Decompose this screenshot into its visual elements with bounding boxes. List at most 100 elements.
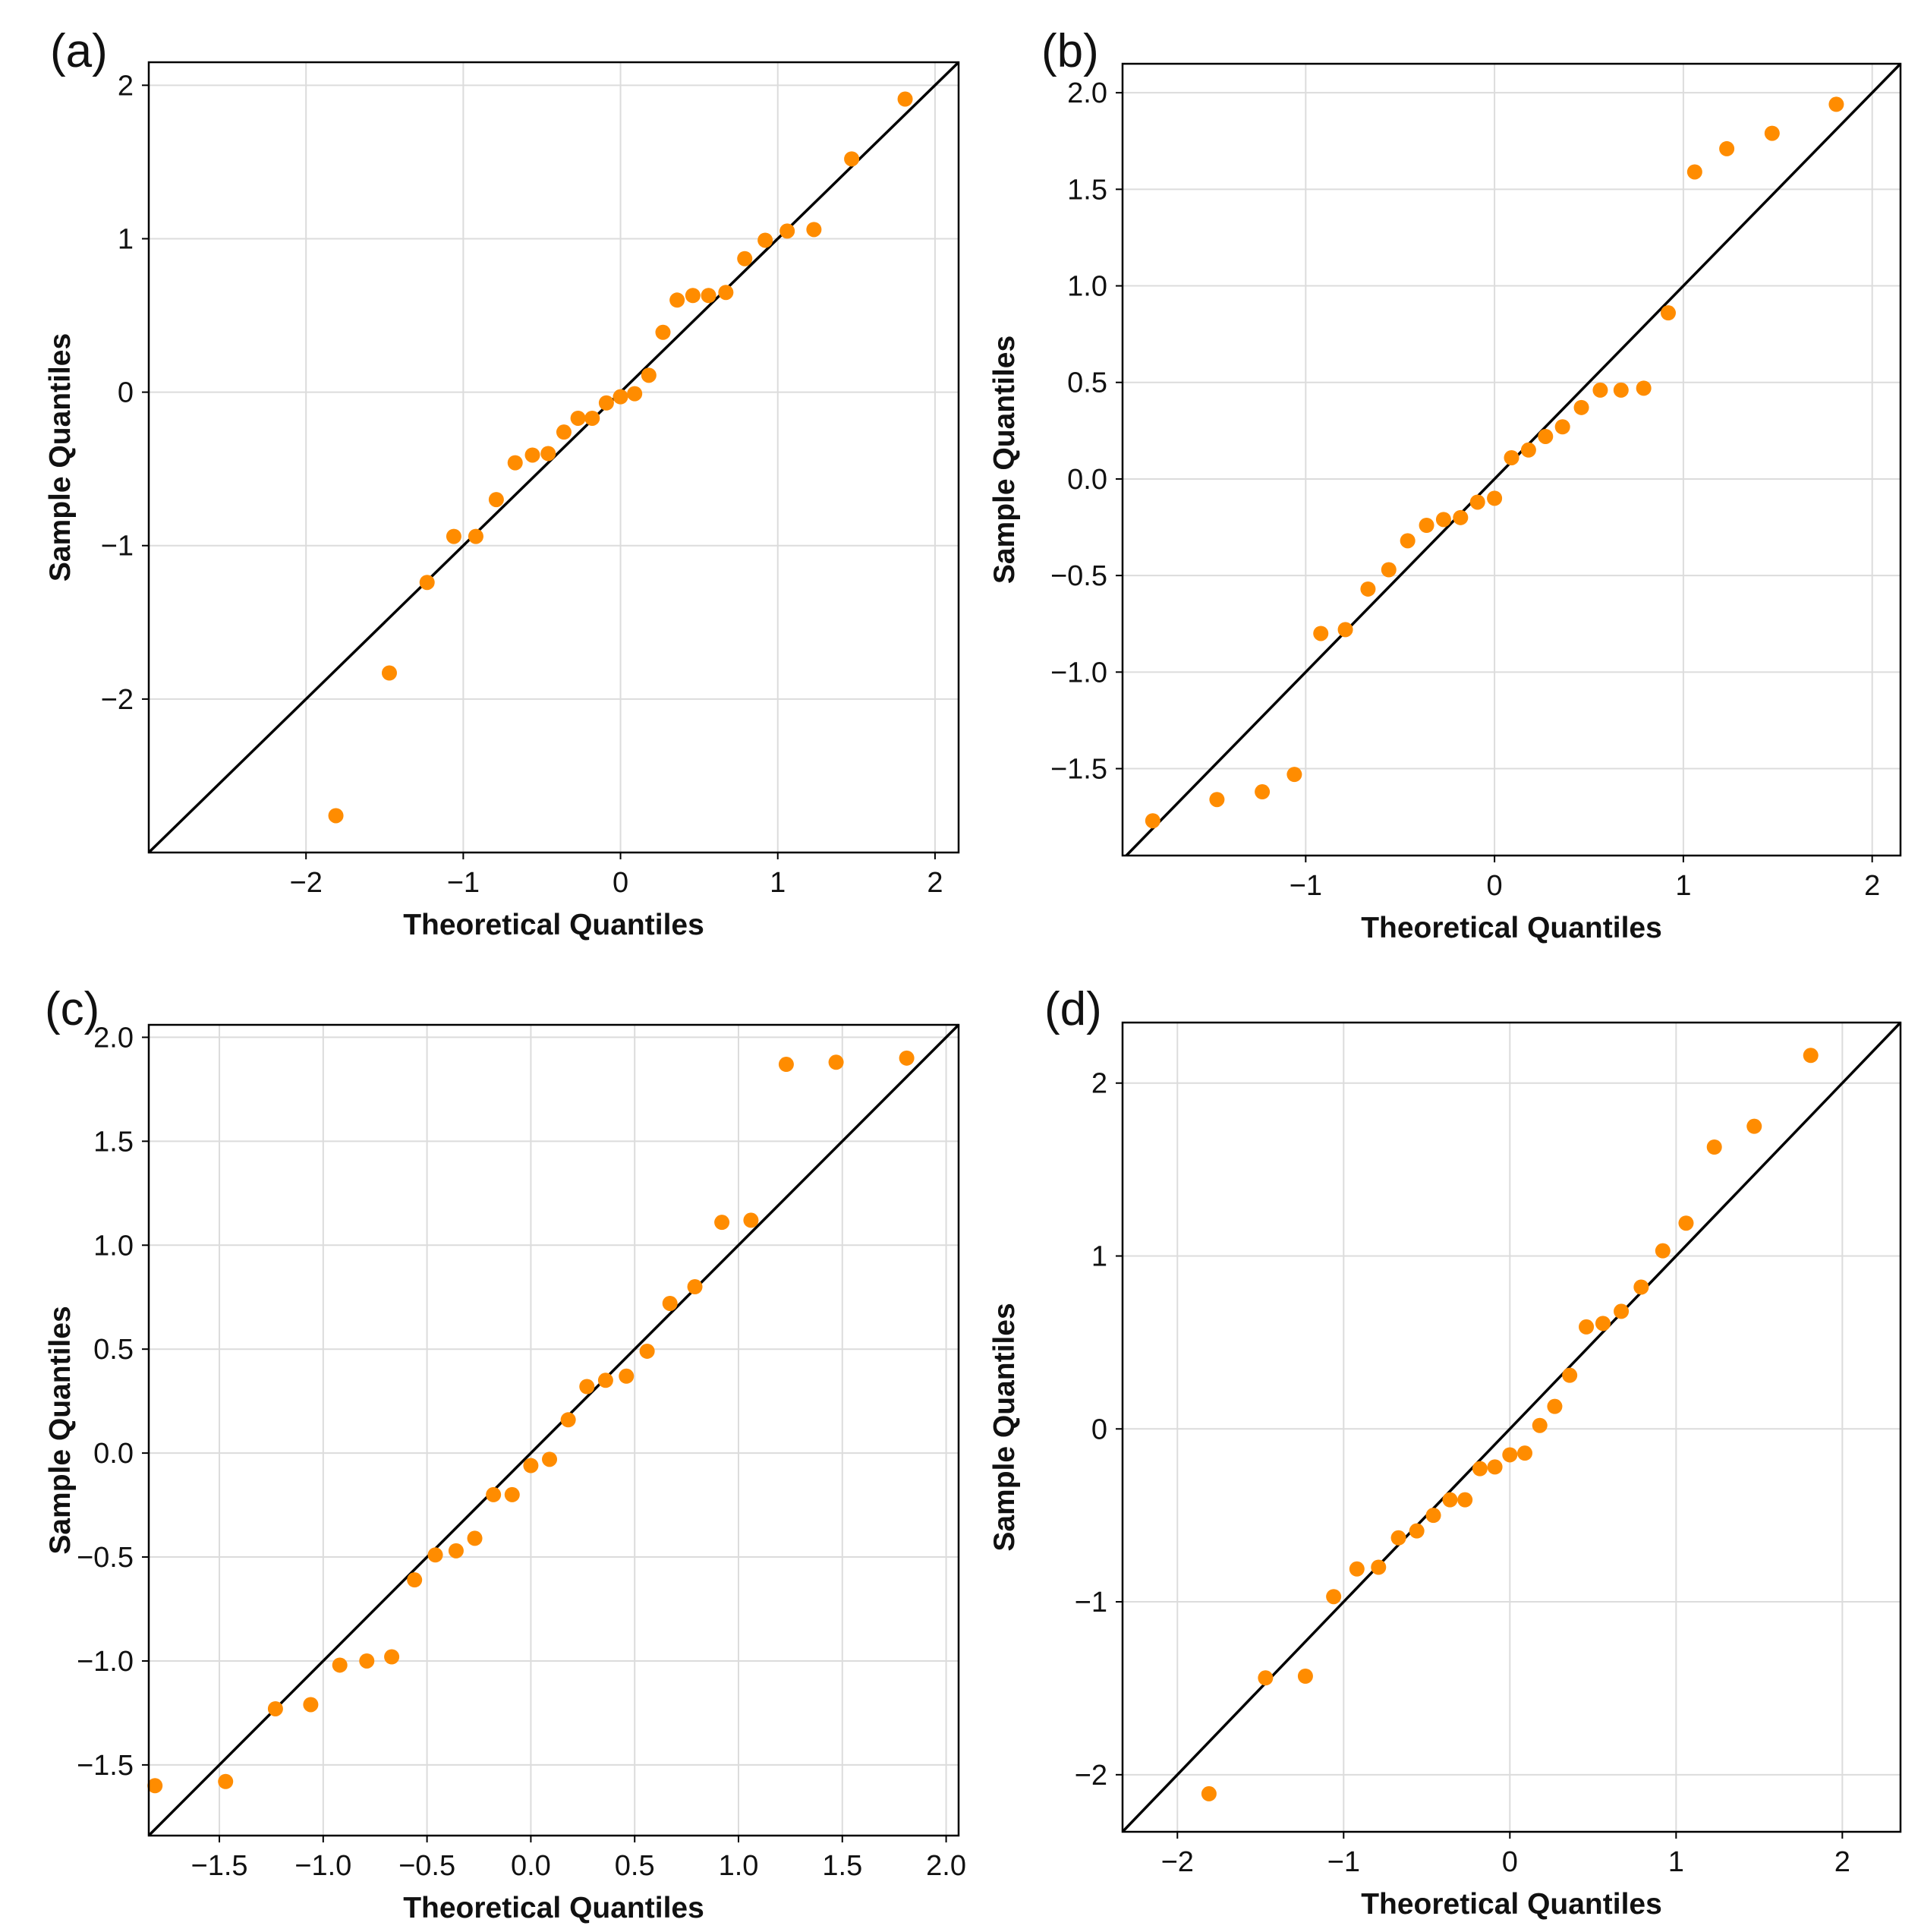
data-point xyxy=(701,288,716,304)
data-point xyxy=(1349,1561,1365,1577)
y-tick-label: −1.0 xyxy=(1050,657,1107,689)
data-point xyxy=(1313,626,1329,641)
data-point xyxy=(540,446,556,462)
axes-frame xyxy=(147,1023,960,1837)
data-point xyxy=(897,91,913,107)
y-tick-label: 2.0 xyxy=(93,1022,134,1054)
data-point xyxy=(1371,1559,1387,1575)
data-point xyxy=(1655,1243,1671,1259)
data-point xyxy=(381,665,397,681)
data-point xyxy=(504,1486,520,1502)
data-point xyxy=(542,1451,558,1467)
data-point xyxy=(778,1057,794,1073)
data-point xyxy=(556,424,572,440)
y-tick-label: −1.5 xyxy=(77,1750,134,1782)
data-point xyxy=(714,1215,730,1231)
y-axis-title: Sample Quantiles xyxy=(44,1306,77,1554)
x-tick-label: 0.0 xyxy=(511,1850,551,1882)
y-tick-label: −0.5 xyxy=(1050,560,1107,592)
data-point xyxy=(899,1050,915,1066)
x-tick-label: 0.5 xyxy=(615,1850,655,1882)
panel-label: (d) xyxy=(1044,983,1102,1035)
y-tick-label: 0.0 xyxy=(1067,464,1107,496)
x-axis-title: Theoretical Quantiles xyxy=(1361,912,1662,944)
panel-c: −1.5 −1.0 −0.5 0.0 0.5 1.0 1.5 2.0 −1.5 −1.0 −0.5 0… xyxy=(44,983,966,1924)
data-point xyxy=(1425,1508,1441,1524)
data-point xyxy=(1255,784,1271,800)
data-point xyxy=(1579,1319,1595,1335)
data-point xyxy=(1258,1670,1274,1686)
data-point xyxy=(1547,1398,1563,1414)
data-point xyxy=(579,1379,595,1395)
data-point xyxy=(1686,164,1702,180)
data-point xyxy=(1636,380,1652,396)
panel-b: −1 0 1 2 −1.5 −1.0 −0.5 0.0 0.5 1.0 1.5 2.0 Theoreti… xyxy=(988,25,1902,944)
x-axis-title: Theoretical Quantiles xyxy=(1361,1888,1662,1921)
data-point xyxy=(1678,1215,1694,1231)
data-point xyxy=(639,1343,655,1359)
data-point xyxy=(419,575,435,591)
data-point xyxy=(147,1778,163,1794)
y-tick-label: 0 xyxy=(118,377,134,409)
x-tick-label: −1.0 xyxy=(294,1850,351,1882)
x-tick-label: 0 xyxy=(1502,1846,1518,1878)
y-tick-label: 1.0 xyxy=(1067,271,1107,303)
data-point xyxy=(757,232,773,248)
data-point xyxy=(1660,305,1676,321)
data-point xyxy=(613,389,628,405)
data-point xyxy=(627,386,643,402)
data-point xyxy=(1719,140,1735,156)
x-tick-label: 1 xyxy=(1675,870,1691,902)
data-point xyxy=(1145,813,1160,829)
x-tick-label: 2.0 xyxy=(926,1850,966,1882)
x-tick-label: 0 xyxy=(613,867,628,899)
data-point xyxy=(662,1295,678,1311)
y-tick-label: 2 xyxy=(118,70,134,102)
y-tick-label: −2 xyxy=(1075,1760,1107,1792)
panel-label: (c) xyxy=(45,983,99,1035)
x-tick-label: −2 xyxy=(1161,1846,1194,1878)
data-point xyxy=(1504,449,1519,465)
x-tick-label: 0 xyxy=(1487,870,1503,902)
y-axis-title: Sample Quantiles xyxy=(988,336,1021,584)
x-tick-label: 2 xyxy=(1864,870,1880,902)
data-point xyxy=(507,455,523,471)
data-point xyxy=(486,1486,502,1502)
data-point xyxy=(1803,1048,1819,1064)
data-point xyxy=(1614,1303,1630,1319)
y-axis-title: Sample Quantiles xyxy=(44,333,77,581)
reference-line xyxy=(1121,1021,1902,1833)
data-point xyxy=(1502,1447,1518,1463)
data-point xyxy=(1442,1492,1458,1508)
y-tick-label: 1 xyxy=(1091,1241,1107,1273)
data-point xyxy=(488,492,504,508)
data-point xyxy=(619,1368,635,1384)
data-point xyxy=(446,528,461,544)
y-tick-label: −0.5 xyxy=(77,1542,134,1574)
data-point xyxy=(1381,562,1397,578)
data-point xyxy=(1538,428,1554,444)
data-point xyxy=(1487,490,1503,506)
data-point xyxy=(1297,1669,1313,1684)
x-axis-title: Theoretical Quantiles xyxy=(403,909,704,941)
y-tick-label: 0 xyxy=(1091,1414,1107,1445)
data-point xyxy=(560,1412,576,1428)
x-tick-label: 2 xyxy=(927,867,943,899)
y-tick-label: 0.5 xyxy=(1067,367,1107,399)
data-point xyxy=(1326,1589,1342,1605)
data-point xyxy=(806,222,822,238)
data-point xyxy=(407,1572,423,1588)
data-point xyxy=(1286,767,1302,783)
data-point xyxy=(737,251,753,266)
x-tick-label: −1 xyxy=(447,867,480,899)
panel-a: −2 −1 0 1 2 −2 −1 0 1 2 Theoretical Quantiles Sampl… xyxy=(44,25,960,941)
x-tick-label: 1.5 xyxy=(822,1850,862,1882)
data-point xyxy=(570,410,586,426)
data-point xyxy=(718,285,734,301)
y-tick-label: 1.5 xyxy=(1067,174,1107,206)
data-point xyxy=(1746,1118,1762,1134)
y-tick-label: 1 xyxy=(118,223,134,255)
data-point xyxy=(779,223,795,239)
y-tick-label: −1.0 xyxy=(77,1646,134,1678)
axes-frame xyxy=(1121,62,1902,857)
